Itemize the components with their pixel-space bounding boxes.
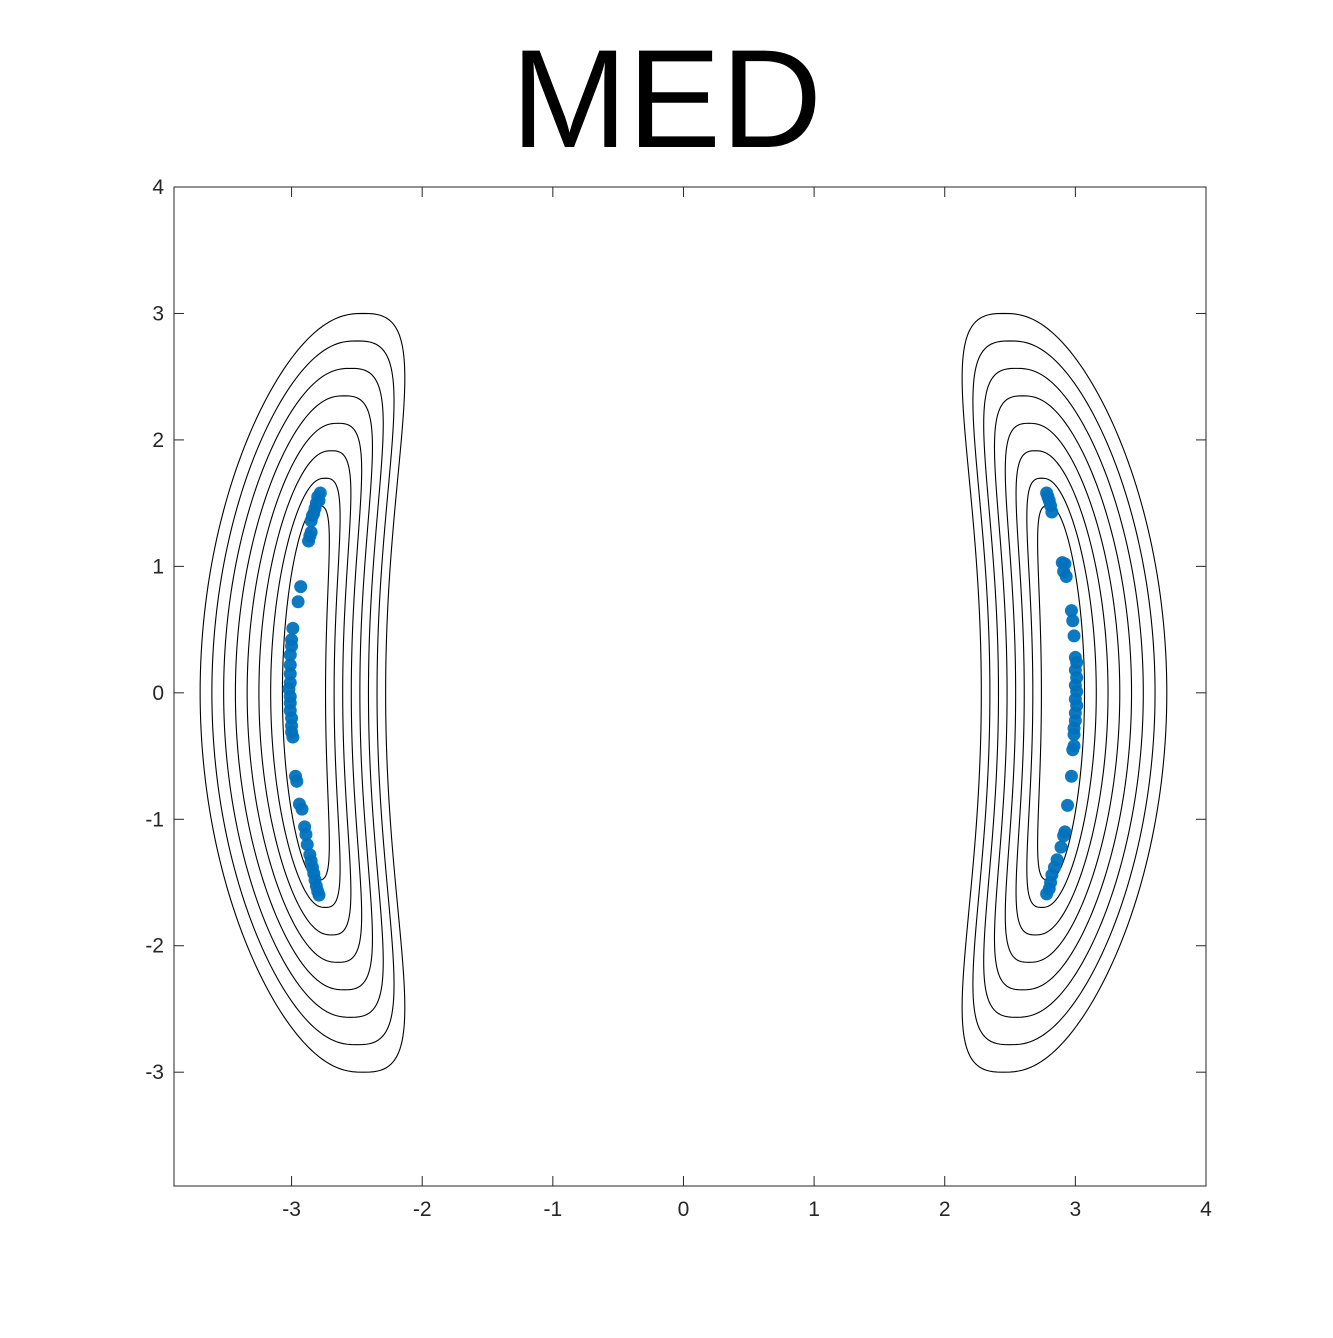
scatter-point bbox=[286, 730, 300, 744]
scatter-point bbox=[1066, 614, 1080, 628]
contour-group bbox=[199, 312, 1168, 1073]
y-tick-label: 2 bbox=[152, 429, 164, 452]
contour-right-level-2 bbox=[972, 340, 1156, 1046]
x-tick-label: 2 bbox=[939, 1198, 951, 1221]
x-tick-label: 0 bbox=[678, 1198, 690, 1221]
scatter-point bbox=[1061, 798, 1075, 812]
scatter-point bbox=[312, 888, 326, 902]
scatter-point bbox=[1045, 505, 1059, 519]
scatter-point bbox=[294, 580, 308, 594]
x-tick-label: 3 bbox=[1070, 1198, 1082, 1221]
contour-left-level-2 bbox=[211, 340, 395, 1046]
scatter-point bbox=[304, 525, 318, 539]
y-tick-label: -3 bbox=[145, 1061, 164, 1084]
scatter-point bbox=[304, 514, 318, 528]
scatter-point bbox=[1054, 840, 1068, 854]
scatter-point bbox=[1057, 829, 1071, 843]
contour-left-level-7 bbox=[270, 477, 341, 908]
scatter-point bbox=[300, 838, 314, 852]
scatter-point bbox=[1064, 604, 1078, 618]
contour-left-level-6 bbox=[258, 450, 352, 936]
contour-left-level-5 bbox=[246, 422, 363, 963]
scatter-point bbox=[1040, 887, 1054, 901]
contour-left-level-1 bbox=[199, 312, 406, 1073]
x-tick-label: 1 bbox=[808, 1198, 820, 1221]
scatter-point bbox=[295, 802, 309, 816]
x-tick-label: 4 bbox=[1200, 1198, 1212, 1221]
scatter-point bbox=[291, 595, 305, 609]
y-tick-label: 1 bbox=[152, 555, 164, 578]
x-tick-label: -2 bbox=[413, 1198, 432, 1221]
scatter-point bbox=[283, 648, 297, 662]
axes-box bbox=[173, 186, 1207, 1187]
axes-group: -3 -2 -1 0 1 2 3 4 -3 -2 -1 0 1 2 3 4 bbox=[145, 176, 1212, 1221]
scatter-point bbox=[1067, 728, 1081, 742]
x-tick-label: -3 bbox=[282, 1198, 301, 1221]
scatter-point bbox=[299, 827, 313, 841]
contour-right-level-6 bbox=[1015, 450, 1109, 936]
contour-left-level-4 bbox=[234, 395, 374, 991]
y-tick-label: 3 bbox=[152, 302, 164, 325]
x-tick-label: -1 bbox=[543, 1198, 562, 1221]
y-tick-label: 0 bbox=[152, 682, 164, 705]
contour-right-level-5 bbox=[1004, 422, 1121, 963]
scatter-point bbox=[1059, 569, 1073, 583]
y-tick-label: 4 bbox=[152, 176, 164, 199]
scatter-point bbox=[290, 774, 304, 788]
scatter-point bbox=[1066, 743, 1080, 757]
scatter-group bbox=[282, 486, 1084, 902]
scatter-point bbox=[286, 621, 300, 635]
contour-right-level-3 bbox=[983, 367, 1144, 1018]
scatter-point bbox=[1064, 769, 1078, 783]
scatter-point bbox=[1067, 629, 1081, 643]
y-tick-label: -2 bbox=[145, 935, 164, 958]
contour-right-level-1 bbox=[961, 312, 1168, 1073]
chart-title: MED bbox=[510, 20, 823, 177]
contour-right-level-4 bbox=[993, 395, 1133, 991]
y-tick-label: -1 bbox=[145, 808, 164, 831]
contour-left-level-3 bbox=[223, 367, 384, 1018]
contour-right-level-7 bbox=[1026, 477, 1097, 908]
